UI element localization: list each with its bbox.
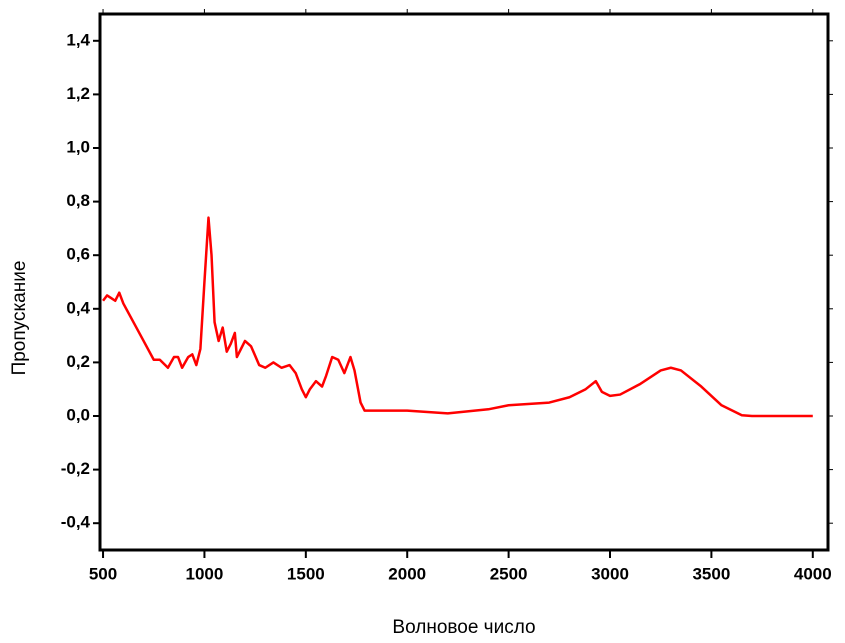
x-tick-label: 3500 [692,564,730,583]
x-tick-label: 2500 [490,564,528,583]
x-tick-label: 3000 [591,564,629,583]
plot-frame [98,12,830,552]
spectrum-line [102,216,813,418]
y-tick-label: 0,6 [66,245,90,264]
y-tick-label: 1,4 [66,30,90,49]
y-axis-title: Пропускание [9,261,30,376]
y-tick-label: 0,4 [66,298,90,317]
x-tick-label: 1500 [287,564,325,583]
x-tick-label: 500 [89,564,117,583]
x-tick-label: 4000 [794,564,832,583]
x-axis-title: Волновое число [392,617,535,638]
y-tick-label: 0,2 [66,352,90,371]
y-tick-label: 0,8 [66,191,90,210]
x-tick-label: 2000 [388,564,426,583]
y-tick-label: -0,4 [61,513,91,532]
y-tick-label: -0,2 [61,459,90,478]
y-tick-label: 0,0 [66,405,90,424]
y-tick-label: 1,0 [66,137,90,156]
x-tick-label: 1000 [186,564,224,583]
y-tick-label: 1,2 [66,84,90,103]
